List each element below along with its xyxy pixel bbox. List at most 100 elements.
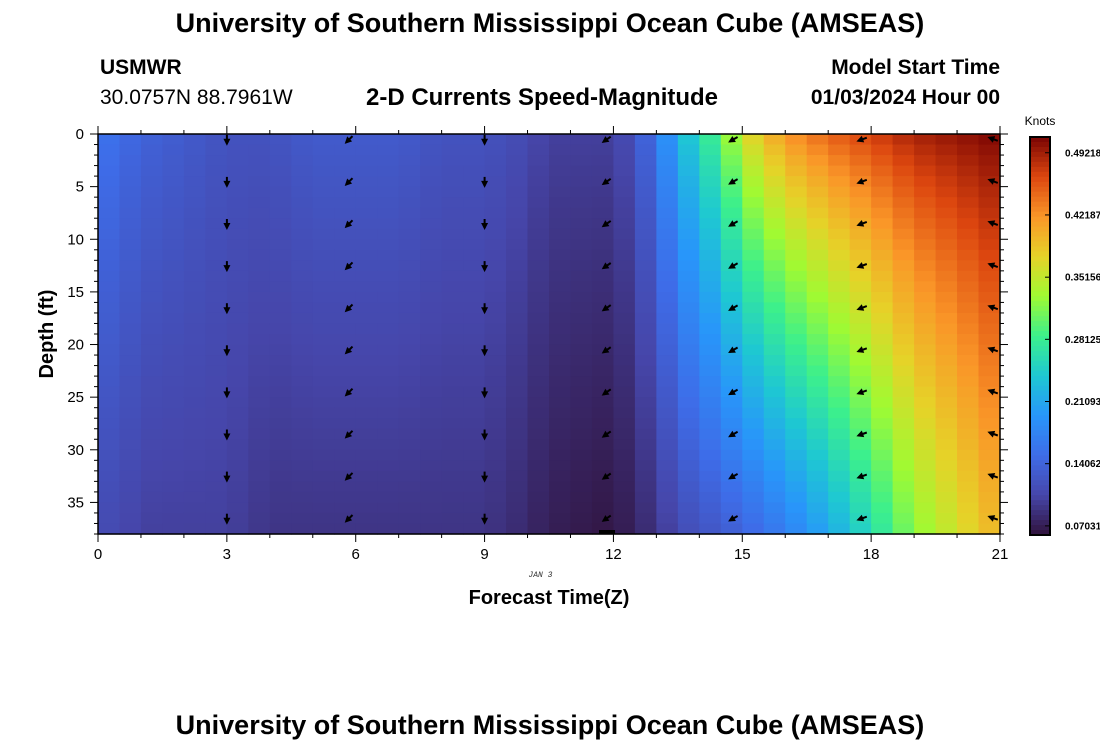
heatmap-cell — [699, 260, 722, 272]
heatmap-cell — [205, 334, 228, 346]
heatmap-cell — [978, 186, 1001, 198]
heatmap-cell — [806, 439, 829, 451]
heatmap-cell — [291, 512, 314, 525]
heatmap-cell — [957, 186, 980, 198]
heatmap-cell — [355, 523, 378, 535]
heatmap-cell — [892, 502, 915, 514]
heatmap-cell — [892, 481, 915, 493]
heatmap-cell — [506, 460, 529, 472]
heatmap-cell — [763, 428, 786, 440]
heatmap-cell — [720, 165, 743, 177]
heatmap-cell — [527, 228, 550, 240]
vector-arrow — [601, 346, 612, 354]
heatmap-cell — [527, 165, 550, 177]
heatmap-cell — [312, 334, 335, 346]
heatmap-cell — [420, 344, 443, 356]
heatmap-cell — [312, 218, 335, 230]
heatmap-cell — [226, 502, 249, 514]
heatmap-cell — [506, 418, 529, 430]
heatmap-cell — [463, 460, 486, 472]
heatmap-cell — [312, 470, 335, 482]
heatmap-cell — [420, 218, 443, 230]
heatmap-cell — [720, 397, 743, 409]
heatmap-cell — [828, 291, 851, 304]
heatmap-cell — [441, 512, 464, 525]
heatmap-cell — [527, 176, 550, 188]
heatmap-cell — [677, 281, 700, 293]
y-axis-label: Depth (ft) — [36, 290, 58, 379]
heatmap-cell — [871, 365, 894, 377]
heatmap-cell — [570, 418, 593, 430]
heatmap-cell — [248, 281, 271, 293]
heatmap-cell — [183, 134, 206, 146]
heatmap-cell — [140, 470, 164, 482]
heatmap-cell — [205, 260, 228, 272]
heatmap-cell — [871, 491, 894, 504]
heatmap-cell — [957, 281, 980, 293]
heatmap-cell — [763, 502, 786, 514]
heatmap-cell — [549, 186, 572, 198]
heatmap-cell — [742, 239, 765, 251]
heatmap-cell — [291, 207, 314, 219]
heatmap-cell — [677, 449, 700, 461]
heatmap-cell — [699, 249, 722, 261]
heatmap-cell — [720, 207, 743, 219]
heatmap-cell — [828, 460, 851, 472]
heatmap-cell — [140, 355, 164, 367]
heatmap-cell — [591, 144, 615, 156]
heatmap-cell — [570, 512, 593, 525]
heatmap-cell — [656, 144, 679, 156]
heatmap-cell — [463, 218, 486, 230]
heatmap-cell — [957, 376, 980, 388]
heatmap-cell — [935, 165, 958, 177]
colorbar-tick-label: 0.14062 — [1065, 459, 1100, 470]
heatmap-cell — [849, 418, 872, 430]
heatmap-cell — [763, 397, 786, 409]
vector-arrow — [987, 304, 999, 312]
heatmap-cell — [763, 491, 786, 504]
heatmap-cell — [613, 460, 636, 472]
heatmap-cell — [828, 281, 851, 293]
heatmap-cell — [205, 502, 228, 514]
heatmap-cell — [140, 260, 164, 272]
heatmap-cell — [183, 376, 206, 388]
colorbar-segment — [1030, 296, 1050, 302]
heatmap-cell — [978, 491, 1001, 504]
heatmap-cell — [269, 176, 292, 188]
heatmap-cell — [785, 386, 808, 398]
heatmap — [98, 134, 1001, 535]
colorbar-segment — [1030, 450, 1050, 456]
heatmap-cell — [570, 144, 593, 156]
heatmap-cell — [591, 523, 615, 535]
heatmap-cell — [269, 449, 292, 461]
vector-arrow — [601, 514, 612, 522]
heatmap-cell — [914, 512, 937, 525]
heatmap-cell — [506, 228, 529, 240]
heatmap-cell — [162, 502, 185, 514]
heatmap-cell — [763, 165, 786, 177]
heatmap-cell — [183, 155, 206, 167]
heatmap-cell — [291, 481, 314, 493]
heatmap-cell — [935, 281, 958, 293]
heatmap-cell — [849, 365, 872, 377]
heatmap-cell — [828, 260, 851, 272]
heatmap-cell — [291, 165, 314, 177]
vector-arrows — [223, 134, 999, 525]
heatmap-cell — [205, 428, 228, 440]
heatmap-cell — [634, 376, 657, 388]
heatmap-cell — [549, 144, 572, 156]
heatmap-cell — [527, 460, 550, 472]
heatmap-cell — [656, 407, 679, 419]
heatmap-cell — [871, 302, 894, 314]
x-tick-label: 6 — [352, 546, 360, 563]
vector-arrow — [601, 430, 612, 438]
heatmap-cell — [398, 407, 421, 419]
colorbar-label: Knots — [1025, 114, 1056, 128]
heatmap-cell — [506, 376, 529, 388]
heatmap-cell — [677, 502, 700, 514]
heatmap-cell — [527, 218, 550, 230]
heatmap-cell — [591, 376, 615, 388]
heatmap-cell — [978, 312, 1001, 325]
heatmap-cell — [806, 491, 829, 504]
